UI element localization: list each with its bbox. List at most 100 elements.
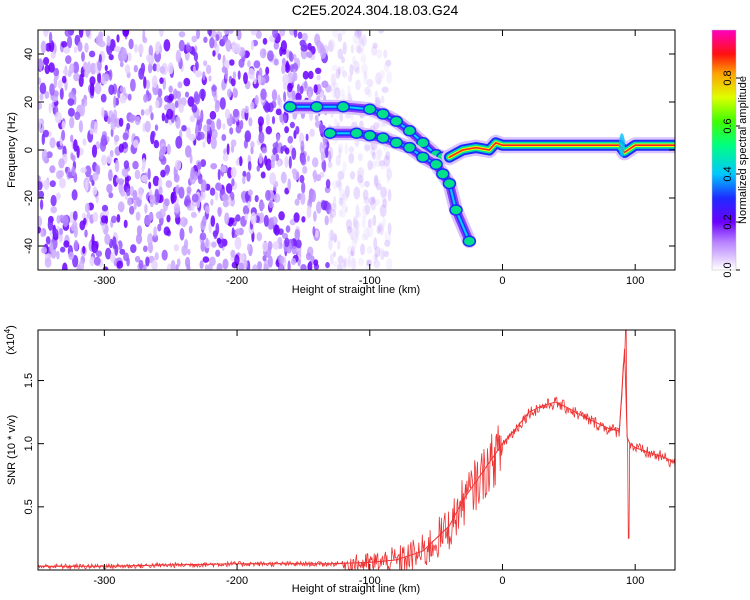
noise-speckle (141, 174, 148, 183)
noise-speckle (135, 211, 141, 221)
noise-speckle (295, 239, 302, 249)
noise-speckle (225, 183, 233, 194)
noise-speckle (38, 181, 43, 191)
noise-speckle (69, 116, 75, 129)
noise-speckle (380, 160, 387, 170)
noise-speckle (335, 179, 342, 188)
noise-speckle (372, 214, 377, 227)
noise-speckle (306, 205, 312, 219)
noise-speckle (159, 66, 166, 74)
noise-speckle (93, 256, 101, 266)
noise-speckle (363, 72, 368, 85)
noise-speckle (243, 72, 248, 85)
noise-speckle (386, 71, 393, 84)
noise-speckle (367, 160, 373, 171)
noise-speckle (261, 147, 268, 154)
noise-speckle (185, 45, 192, 53)
noise-speckle (221, 81, 226, 91)
noise-speckle (264, 155, 268, 166)
noise-speckle (291, 147, 297, 160)
noise-speckle (53, 75, 58, 88)
noise-speckle (224, 212, 230, 225)
noise-speckle (74, 111, 81, 121)
noise-speckle (163, 226, 170, 236)
noise-speckle (372, 253, 377, 265)
noise-speckle (363, 196, 370, 205)
noise-speckle (331, 64, 339, 72)
noise-speckle (222, 193, 230, 202)
noise-speckle (122, 30, 130, 36)
noise-speckle (50, 206, 57, 214)
noise-speckle (53, 67, 59, 77)
noise-speckle (100, 93, 107, 103)
noise-speckle (99, 139, 107, 152)
noise-speckle (287, 83, 293, 93)
noise-speckle (377, 149, 382, 157)
noise-speckle (217, 207, 222, 217)
noise-speckle (274, 58, 279, 66)
noise-speckle (85, 179, 89, 192)
noise-speckle (378, 223, 383, 234)
noise-speckle (161, 249, 168, 261)
noise-speckle (350, 44, 355, 54)
noise-speckle (38, 175, 41, 183)
noise-speckle (84, 165, 92, 178)
noise-speckle (345, 219, 353, 230)
noise-speckle (67, 107, 75, 117)
noise-speckle (367, 218, 372, 229)
noise-speckle (349, 227, 355, 241)
noise-speckle (347, 74, 353, 83)
noise-speckle (202, 141, 206, 148)
noise-speckle (356, 45, 362, 54)
noise-speckle (357, 257, 364, 266)
noise-speckle (72, 210, 78, 221)
noise-speckle (189, 154, 193, 164)
snr-y-multiplier: (x104) (3, 325, 18, 355)
noise-speckle (188, 133, 196, 142)
noise-speckle (305, 133, 309, 142)
noise-speckle (267, 255, 273, 268)
noise-speckle (85, 30, 91, 38)
noise-speckle (337, 180, 343, 191)
noise-speckle (246, 171, 251, 182)
noise-speckle (79, 220, 86, 231)
noise-speckle (339, 194, 345, 201)
noise-speckle (133, 199, 137, 210)
noise-speckle (41, 246, 48, 254)
noise-speckle (273, 193, 281, 203)
noise-speckle (295, 92, 302, 102)
noise-speckle (136, 225, 143, 237)
noise-speckle (333, 234, 338, 244)
noise-speckle (161, 146, 167, 153)
noise-speckle (353, 60, 360, 73)
snr-y-label: SNR (10 * v/v) (6, 415, 18, 485)
noise-speckle (145, 79, 151, 90)
noise-speckle (133, 64, 138, 73)
noise-speckle (164, 164, 171, 174)
noise-speckle (341, 65, 345, 75)
noise-speckle (170, 191, 177, 203)
noise-speckle (327, 40, 334, 53)
noise-speckle (92, 186, 98, 196)
noise-speckle (223, 30, 230, 35)
noise-speckle (350, 250, 354, 257)
noise-speckle (342, 70, 348, 78)
noise-speckle (262, 48, 266, 57)
noise-speckle (358, 39, 363, 46)
noise-speckle (335, 68, 341, 79)
noise-speckle (127, 52, 132, 62)
noise-speckle (119, 248, 126, 255)
noise-speckle (108, 192, 114, 199)
noise-speckle (296, 83, 301, 93)
y-tick-label: 40 (23, 48, 35, 60)
noise-speckle (194, 93, 201, 105)
noise-speckle (262, 255, 267, 262)
noise-speckle (262, 37, 268, 45)
noise-speckle (88, 50, 96, 58)
noise-speckle (333, 203, 337, 212)
noise-speckle (224, 108, 231, 119)
noise-speckle (348, 152, 355, 164)
noise-speckle (188, 225, 193, 234)
noise-speckle (314, 33, 321, 46)
noise-speckle (347, 255, 351, 268)
